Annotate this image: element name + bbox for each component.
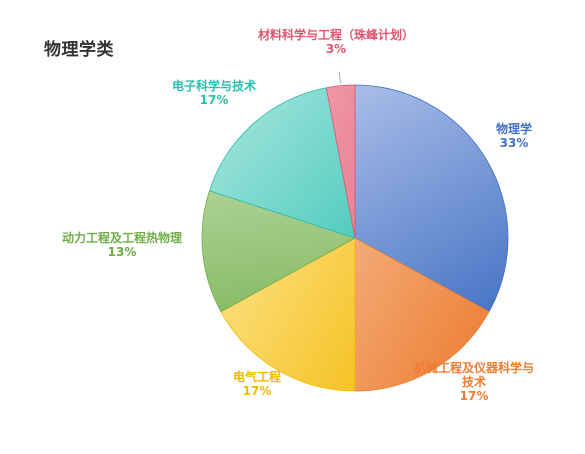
slice-label-3: 动力工程及工程热物理 13%	[62, 230, 182, 259]
pie-slice-2	[220, 237, 356, 392]
pie-slice-3	[201, 190, 357, 313]
slice-label-0: 物理学 33%	[496, 121, 532, 150]
chart-title: 物理学类	[44, 40, 114, 60]
pie-slice-1	[354, 237, 490, 392]
slice-label-1: 机械工程及仪器科学与技术 17%	[414, 360, 534, 403]
slice-label-2: 电气工程 17%	[233, 369, 281, 398]
pie-slice-4	[208, 87, 356, 239]
slice-label-4: 电子科学与技术 17%	[172, 78, 256, 107]
leader-line-5	[338, 71, 341, 84]
pie-slice-0	[354, 84, 509, 313]
slice-label-5: 材料科学与工程（珠峰计划） 3%	[257, 27, 414, 56]
pie-slice-5	[325, 84, 356, 239]
